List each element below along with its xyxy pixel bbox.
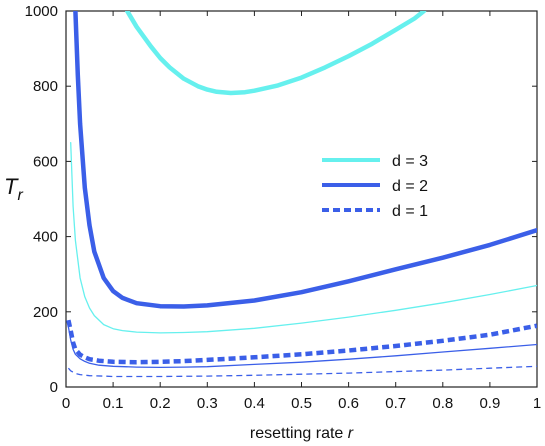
- x-tick-label: 0.7: [385, 395, 406, 412]
- x-axis-title: resetting rate r: [250, 425, 354, 442]
- y-tick-label: 400: [33, 229, 58, 246]
- series-d3-thin-line: [70, 141, 537, 334]
- y-tick-label: 200: [33, 304, 58, 321]
- x-tick-label: 0.9: [479, 395, 500, 412]
- x-tick-label: 1: [533, 395, 541, 412]
- x-tick-label: 0.4: [244, 395, 265, 412]
- legend-label: d = 2: [392, 178, 428, 195]
- y-axis-title-sub: r: [17, 187, 23, 204]
- x-axis-title-text: resetting rate: [250, 425, 348, 442]
- x-tick-label: 0: [62, 395, 70, 412]
- y-axis-title-main: T: [4, 174, 19, 199]
- y-tick-label: 0: [50, 379, 58, 396]
- series-d1-thin-line: [67, 365, 537, 378]
- legend: d = 3 d = 2 d = 1: [322, 153, 428, 220]
- series-d2-thick-line: [73, 11, 537, 309]
- x-tick-label: 0.5: [291, 395, 312, 412]
- y-tick-label: 800: [33, 78, 58, 95]
- legend-label: d = 3: [392, 153, 428, 170]
- y-tick-label: 1000: [25, 3, 58, 20]
- series-d3-thick-line: [124, 11, 427, 96]
- series-group: [66, 11, 537, 378]
- series-d2-thin-line: [67, 326, 537, 369]
- plot-frame: [65, 10, 538, 388]
- x-tick-label: 0.1: [103, 395, 124, 412]
- legend-label: d = 1: [392, 203, 428, 220]
- x-tick-label: 0.8: [432, 395, 453, 412]
- x-axis: 0 0.1 0.2 0.3 0.4 0.5 0.6 0.7 0.8 0.9 1: [62, 11, 541, 412]
- x-tick-label: 0.2: [150, 395, 171, 412]
- x-axis-title-var: r: [348, 425, 354, 442]
- y-axis: 0 200 400 600 800 1000: [25, 3, 537, 396]
- y-tick-label: 600: [33, 153, 58, 170]
- x-tick-label: 0.3: [197, 395, 218, 412]
- series-d1-thick-line: [66, 319, 537, 365]
- y-axis-title: Tr: [4, 174, 23, 204]
- x-tick-label: 0.6: [338, 395, 359, 412]
